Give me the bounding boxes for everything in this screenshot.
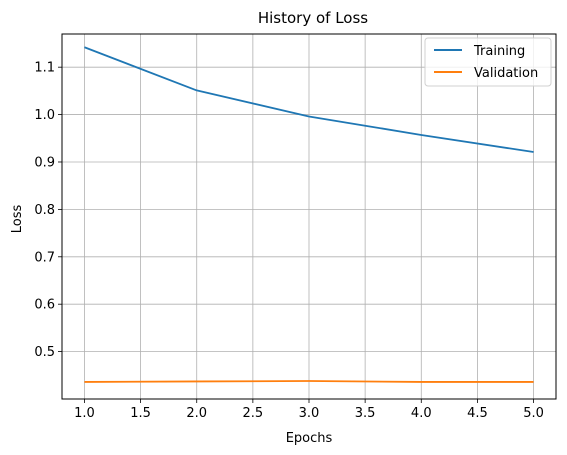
grid	[62, 34, 556, 399]
plot-lines	[84, 46, 534, 383]
y-tick-label: 0.6	[34, 298, 55, 313]
x-tick-label: 2.5	[243, 406, 264, 421]
y-axis-ticks: 0.5 0.6 0.7 0.8 0.9 1.0 1.1	[34, 61, 62, 360]
x-axis-label: Epochs	[286, 431, 333, 446]
x-tick-label: 2.0	[186, 406, 207, 421]
x-axis-ticks: 1.0 1.5 2.0 2.5 3.0 3.5 4.0 4.5 5.0	[74, 399, 544, 421]
x-tick-label: 4.5	[467, 406, 488, 421]
x-tick-label: 4.0	[411, 406, 432, 421]
series-line-validation	[84, 380, 534, 383]
legend: Training Validation	[424, 37, 552, 87]
legend-label-training: Training	[473, 44, 525, 59]
y-tick-label: 1.0	[34, 108, 55, 123]
x-tick-label: 3.0	[299, 406, 320, 421]
y-tick-label: 0.9	[34, 155, 55, 170]
y-tick-label: 0.5	[34, 345, 55, 360]
y-tick-label: 0.8	[34, 203, 55, 218]
chart-title: History of Loss	[258, 9, 368, 27]
y-axis-label: Loss	[10, 205, 25, 234]
x-tick-label: 3.5	[355, 406, 376, 421]
y-tick-label: 0.7	[34, 250, 55, 265]
x-tick-label: 5.0	[523, 406, 544, 421]
legend-label-validation: Validation	[474, 66, 538, 81]
series-line-training	[84, 46, 534, 153]
x-tick-label: 1.0	[74, 406, 95, 421]
x-tick-label: 1.5	[130, 406, 151, 421]
y-tick-label: 1.1	[34, 61, 55, 76]
